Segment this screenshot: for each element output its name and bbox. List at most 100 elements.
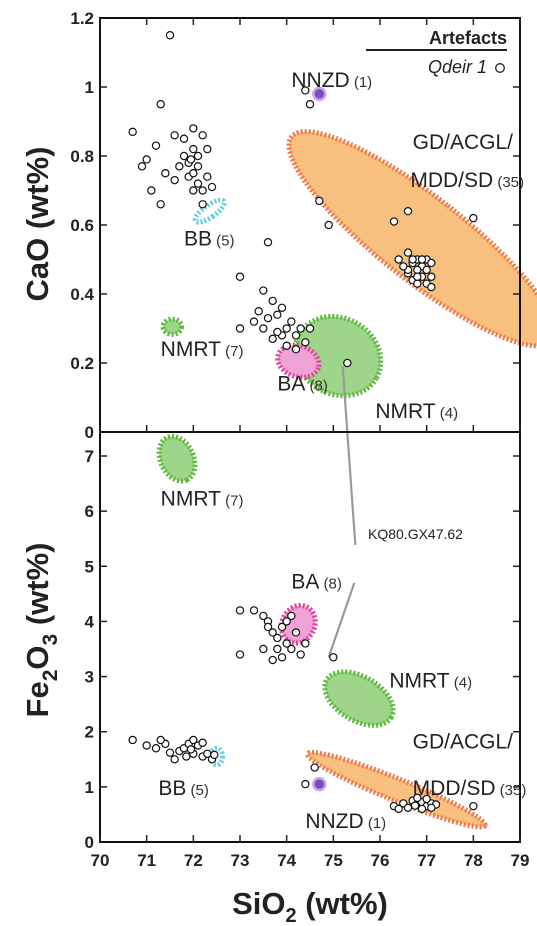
fe2o3-data-point	[277, 653, 287, 662]
cao-data-point	[203, 144, 212, 154]
cao-data-point	[193, 151, 203, 161]
cao-data-point	[193, 162, 203, 171]
fe2o3-data-point	[151, 744, 161, 753]
cao-data-point	[203, 172, 212, 181]
fe2o3-y-tick-label: 6	[85, 502, 94, 521]
fe2o3-group-label: BA (8)	[291, 570, 342, 593]
cao-data-point	[235, 272, 245, 281]
x-tick-label: 72	[184, 851, 203, 870]
fe2o3-y-tick-label: 1	[85, 778, 94, 797]
fe2o3-data-point	[165, 748, 175, 757]
fe2o3-data-point	[170, 755, 179, 764]
annotation-label: KQ80.GX47.62	[368, 526, 463, 542]
cao-data-point	[413, 279, 422, 288]
cao-y-tick-label: 0	[85, 423, 94, 442]
fe2o3-data-point	[186, 745, 196, 754]
fe2o3-data-point	[291, 628, 301, 637]
cao-data-point	[315, 196, 324, 206]
fe2o3-data-point	[182, 752, 191, 761]
cao-data-point	[147, 186, 156, 195]
fe2o3-data-point	[263, 622, 273, 632]
cao-data-point	[324, 220, 333, 230]
x-tick-label: 77	[417, 851, 436, 870]
fe2o3-y-tick-label: 5	[85, 557, 94, 576]
fe2o3-data-point	[142, 741, 151, 750]
fe2o3-y-tick-label: 0	[85, 833, 94, 852]
fe2o3-data-point	[277, 622, 287, 632]
cao-data-point	[137, 162, 147, 171]
cao-data-point	[277, 303, 287, 312]
fe2o3-data-point	[469, 801, 478, 811]
cao-data-point	[469, 213, 478, 223]
fe2o3-data-point	[417, 804, 427, 814]
fe2o3-field-green-0	[156, 433, 198, 484]
cao-data-point	[427, 282, 436, 292]
frame-layer	[99, 17, 521, 843]
fe2o3-group-label: MDD/SD (35)	[413, 777, 527, 800]
cao-group-label: NNZD (1)	[291, 69, 372, 92]
cao-data-point	[343, 358, 352, 368]
x-tick-label: 75	[324, 851, 343, 870]
cao-nnzd-point	[312, 86, 327, 102]
fe2o3-data-point	[301, 639, 310, 648]
cao-data-point	[268, 334, 277, 344]
fe2o3-data-point	[268, 628, 277, 637]
cao-data-point	[408, 255, 417, 264]
x-tick-label: 71	[137, 851, 156, 870]
cao-field-pink-3	[275, 342, 322, 380]
cao-data-point	[151, 141, 161, 150]
fe2o3-data-point	[273, 633, 282, 643]
cao-data-point	[291, 331, 301, 340]
cao-data-point	[161, 169, 170, 178]
text-layer: 0 0.2 0.4 0.6 0.8 1 1.2 NNZD (1) GD/ACGL/MDD/SD …	[70, 9, 529, 870]
fe2o3-field-green-2	[322, 669, 396, 728]
cao-data-point	[399, 262, 408, 271]
cao-data-point	[427, 272, 436, 281]
fe2o3-data-point	[310, 763, 319, 772]
cao-data-point	[403, 248, 413, 257]
fe2o3-y-tick-label: 7	[85, 447, 94, 466]
fe2o3-data-point	[268, 655, 277, 665]
cao-group-label: BA (8)	[277, 373, 328, 396]
x-axis-label: SiO2 (wt%)	[232, 886, 388, 926]
cao-data-point	[259, 324, 268, 333]
cao-data-point	[422, 265, 431, 275]
cao-field-bb	[192, 197, 227, 225]
connector-layer	[327, 366, 357, 658]
cao-y-tick-label: 0.8	[70, 147, 94, 166]
legend-title: Artefacts	[429, 28, 507, 48]
x-tick-label: 70	[91, 851, 110, 870]
cao-data-point	[165, 31, 175, 40]
cao-y-tick-label: 1	[85, 78, 94, 97]
cao-data-point	[413, 272, 422, 281]
fe2o3-data-point	[410, 801, 420, 810]
fe2o3-y-tick-label: 2	[85, 723, 94, 742]
fe2o3-data-point	[210, 750, 219, 760]
cao-y-tick-label: 0.2	[70, 354, 94, 373]
fe2o3-y-tick-label: 4	[85, 612, 95, 631]
fe2o3-y-tick-label: 3	[85, 668, 94, 687]
cao-data-point	[282, 341, 291, 350]
cao-group-label: MDD/SD (35)	[410, 169, 524, 192]
cao-data-point	[305, 324, 315, 333]
x-tick-label: 76	[371, 851, 390, 870]
fe2o3-data-point	[427, 803, 436, 813]
fe2o3-group-label: GD/ACGL/	[413, 730, 514, 753]
fe2o3-data-point	[287, 611, 296, 621]
fe2o3-data-point	[301, 779, 310, 789]
cao-data-point	[249, 317, 259, 326]
legend-marker-icon	[495, 63, 505, 73]
x-tick-label: 78	[464, 851, 483, 870]
cao-data-point	[128, 127, 137, 137]
fe2o3-data-point	[128, 735, 137, 745]
field-layer	[156, 129, 537, 830]
cao-data-point	[273, 310, 282, 319]
cao-y-tick-label: 0.6	[70, 216, 94, 235]
cao-data-point	[389, 217, 399, 226]
legend: Artefacts Qdeir 1	[366, 28, 507, 77]
cao-data-point	[207, 182, 217, 192]
cao-data-point	[198, 131, 207, 140]
fe2o3-data-point	[259, 644, 268, 654]
cao-data-point	[189, 169, 198, 178]
cao-data-point	[291, 345, 301, 354]
